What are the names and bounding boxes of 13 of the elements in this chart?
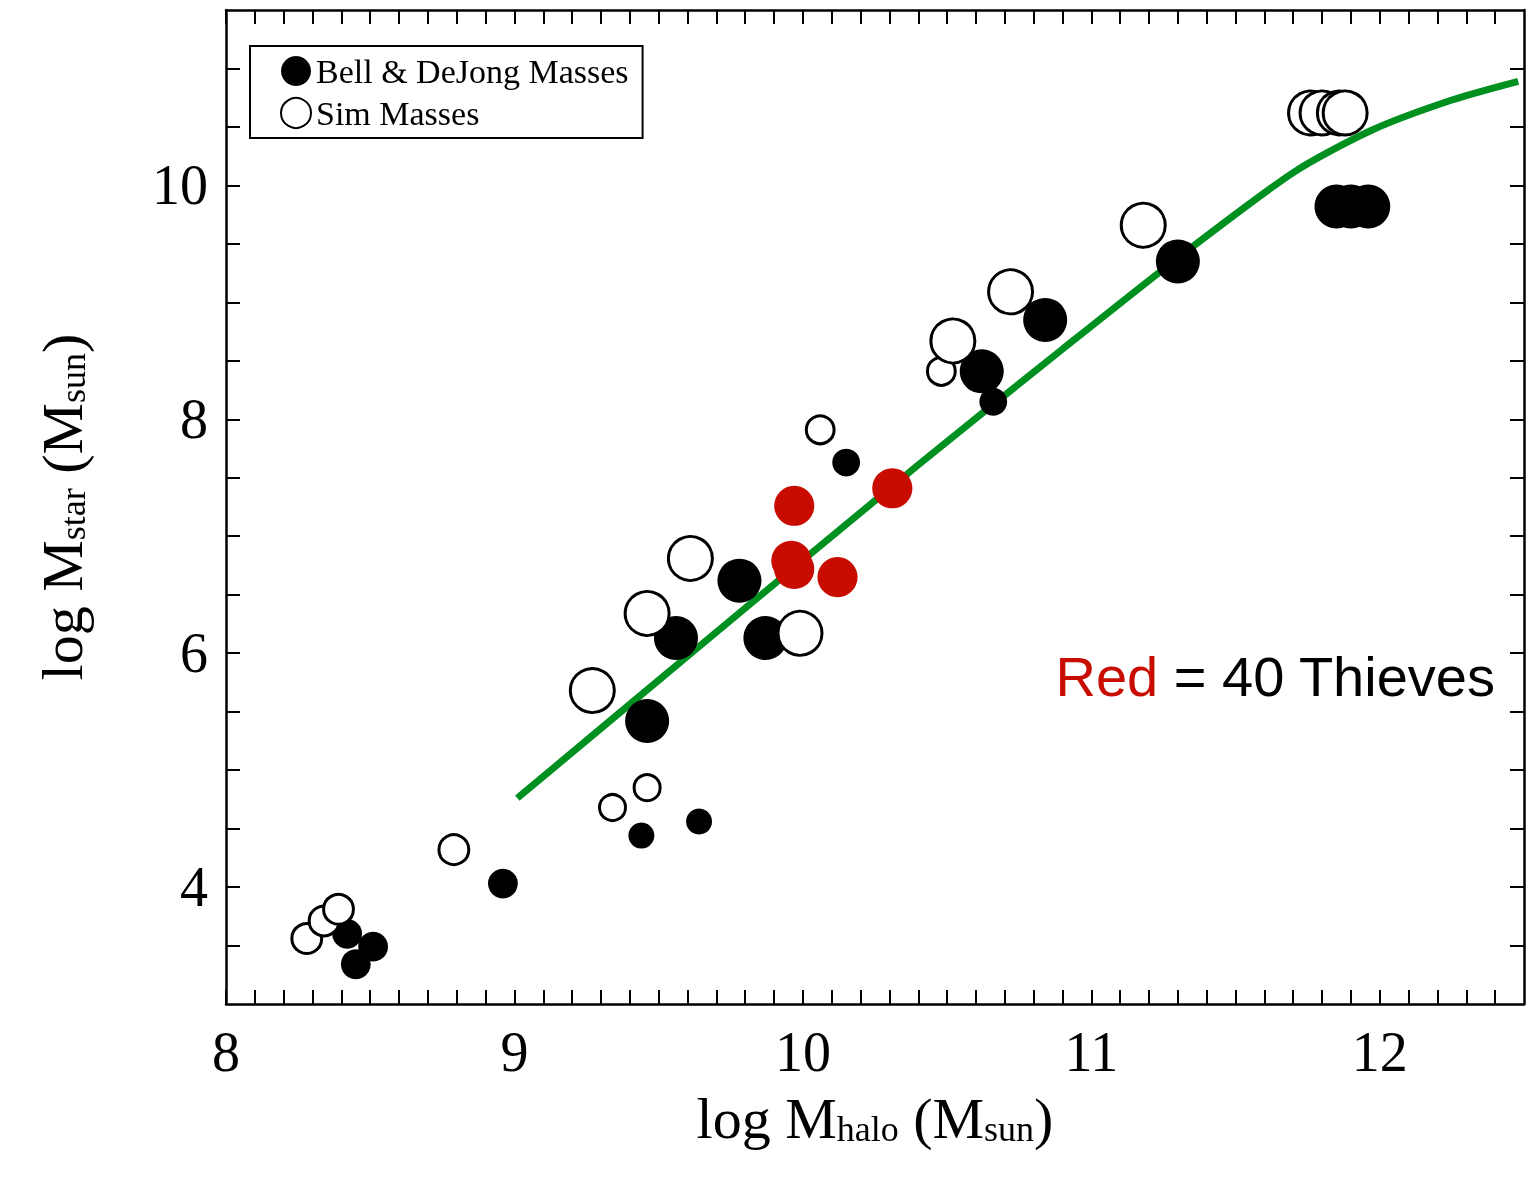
x-tick-label: 12 [1351,1021,1408,1083]
legend-label: Bell & DeJong Masses [316,52,629,90]
y-tick-label: 8 [180,388,208,451]
y-tick-label: 6 [180,622,208,685]
x-axis-title: log Mhalo (Msun) [696,1085,1054,1151]
x-tick-label: 11 [1064,1021,1119,1083]
x-tick-label: 10 [774,1021,831,1083]
annotation: Red = 40 Thieves [1055,644,1495,708]
y-tick-label: 4 [180,856,208,919]
y-tick-label: 10 [152,154,208,217]
x-tick-label: 9 [500,1021,529,1083]
y-axis-title: log Mstar (Msun) [29,333,95,681]
legend-label: Sim Masses [316,94,480,132]
